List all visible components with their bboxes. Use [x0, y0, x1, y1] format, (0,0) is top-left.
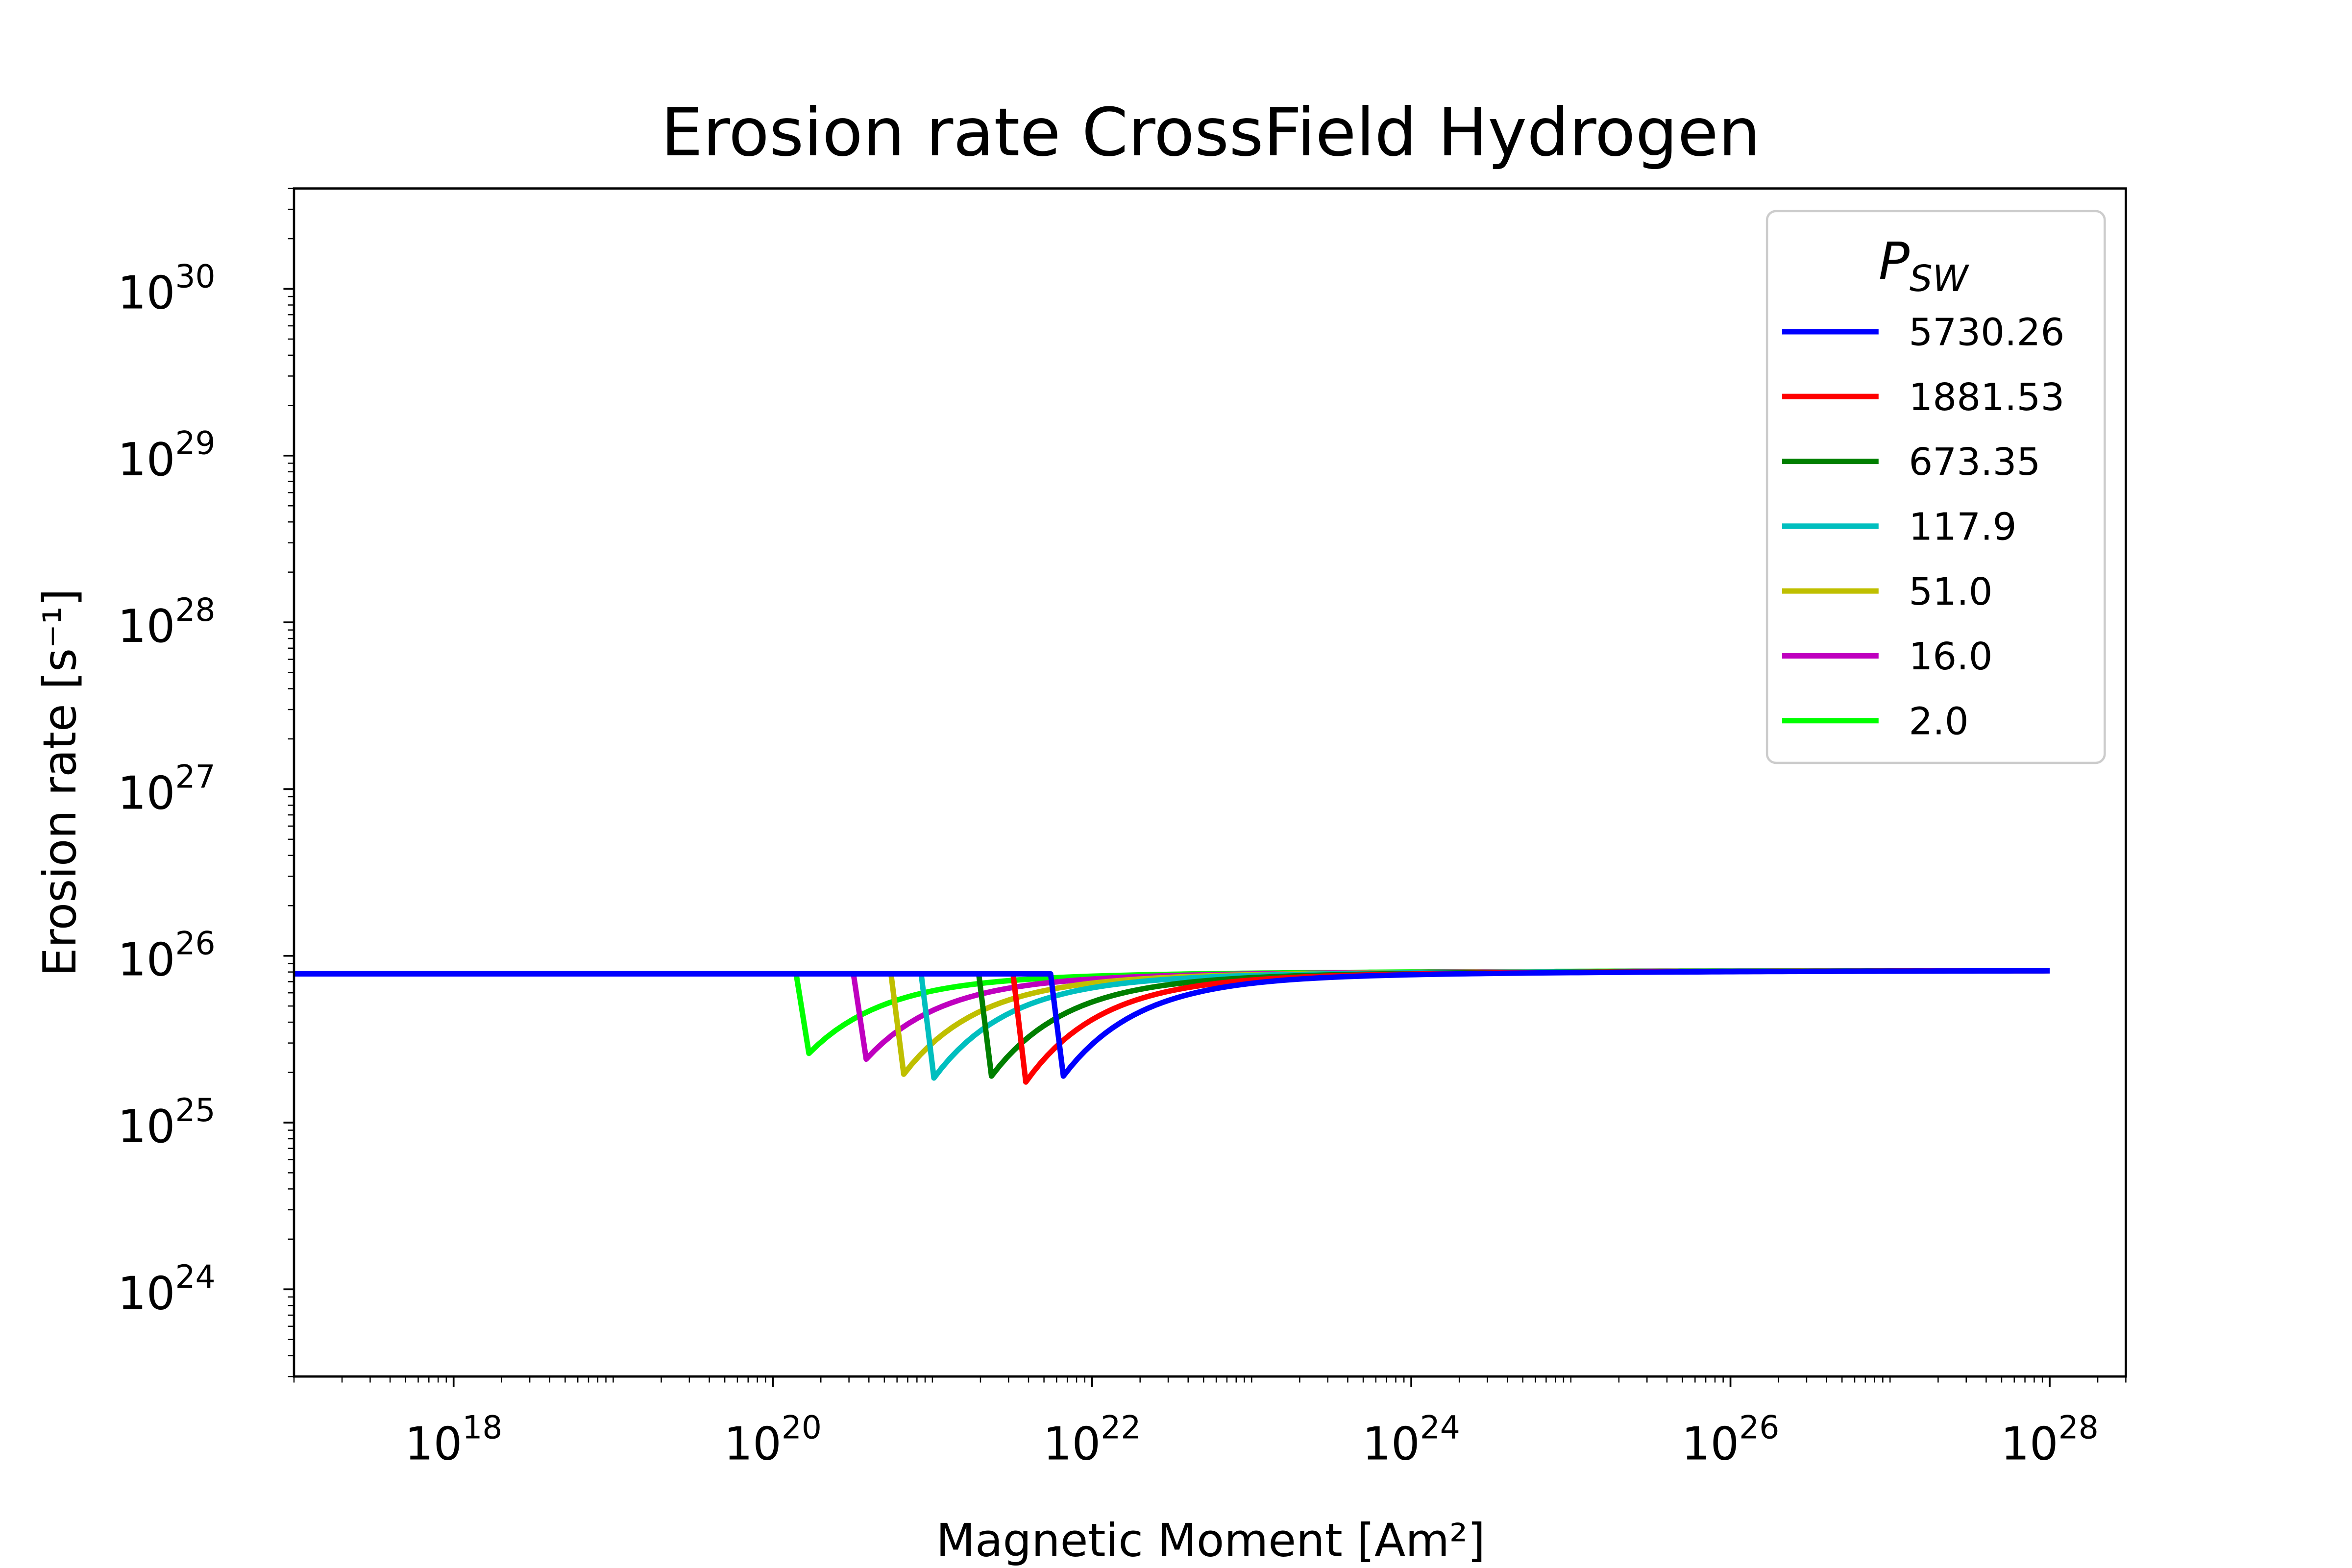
x-tick-label: 1020 — [724, 1409, 822, 1470]
series-line — [294, 968, 2050, 1079]
x-tick-label-base: 10 — [2001, 1417, 2058, 1470]
y-tick-label: 1028 — [118, 592, 216, 653]
x-tick-label: 1022 — [1043, 1409, 1141, 1470]
y-tick-label-exponent: 28 — [175, 592, 215, 629]
x-tick-label-exponent: 22 — [1101, 1409, 1141, 1446]
x-tick-label: 1024 — [1362, 1409, 1460, 1470]
y-tick-label-base: 10 — [118, 1267, 175, 1320]
x-tick-label: 1028 — [2001, 1409, 2099, 1470]
y-tick-label: 1026 — [118, 926, 216, 986]
x-tick-label: 1026 — [1682, 1409, 1780, 1470]
series-layer — [294, 968, 2050, 1085]
x-tick-label-base: 10 — [1043, 1417, 1101, 1470]
y-tick-label-base: 10 — [118, 433, 175, 486]
y-tick-label-base: 10 — [118, 933, 175, 986]
chart-title: Erosion rate CrossField Hydrogen — [661, 94, 1761, 171]
legend-label: 673.35 — [1909, 441, 2040, 484]
y-tick-label-base: 10 — [118, 600, 175, 653]
legend-label: 1881.53 — [1909, 376, 2064, 419]
y-tick-label-exponent: 27 — [175, 759, 215, 795]
legend: PSW 5730.26 1881.53 673.35 117.9 51.0 16.0 2.0 — [1765, 210, 2106, 764]
y-tick-label: 1024 — [118, 1259, 216, 1320]
y-tick-label: 1030 — [118, 258, 216, 319]
x-tick-label-base: 10 — [405, 1417, 462, 1470]
legend-title-main: P — [1879, 231, 1910, 291]
legend-label: 117.9 — [1909, 506, 2016, 549]
y-tick-label-exponent: 26 — [175, 926, 215, 962]
x-tick-label-base: 10 — [1362, 1417, 1420, 1470]
legend-items: 5730.26 1881.53 673.35 117.9 51.0 16.0 2.0 — [1782, 311, 2064, 743]
x-tick-label-exponent: 28 — [2058, 1409, 2099, 1446]
y-tick-label: 1025 — [118, 1092, 216, 1153]
x-axis: 1018 1020 1022 1024 1026 1028 — [293, 1376, 2127, 1470]
legend-label: 5730.26 — [1909, 311, 2064, 355]
y-tick-label-exponent: 30 — [175, 258, 215, 295]
x-tick-label-base: 10 — [724, 1417, 781, 1470]
y-axis-label: Erosion rate [s⁻¹] — [33, 588, 86, 976]
y-tick-label-base: 10 — [118, 766, 175, 819]
legend-label: 51.0 — [1909, 570, 1992, 614]
y-tick-label-exponent: 29 — [175, 425, 215, 462]
y-tick-label-base: 10 — [118, 266, 175, 319]
y-tick-label-base: 10 — [118, 1100, 175, 1153]
y-tick-label: 1029 — [118, 425, 216, 486]
x-tick-label-base: 10 — [1682, 1417, 1739, 1470]
legend-title: PSW — [1879, 231, 1970, 300]
x-axis-label: Magnetic Moment [Am²] — [936, 1514, 1485, 1567]
legend-label: 2.0 — [1909, 700, 1968, 743]
legend-label: 16.0 — [1909, 635, 1992, 679]
legend-title-sub: SW — [1910, 258, 1970, 300]
x-tick-label-exponent: 18 — [462, 1409, 502, 1446]
y-tick-label-exponent: 24 — [175, 1259, 215, 1296]
y-tick-label-exponent: 25 — [175, 1092, 215, 1129]
chart-scaled-group: Erosion rate CrossField Hydrogen 1018 102… — [33, 94, 2127, 1567]
legend-box — [1765, 210, 2106, 764]
x-tick-label-exponent: 24 — [1420, 1409, 1460, 1446]
x-tick-label-exponent: 26 — [1739, 1409, 1779, 1446]
plot-frame — [293, 187, 2127, 1378]
x-tick-label-exponent: 20 — [782, 1409, 822, 1446]
y-tick-label: 1027 — [118, 759, 216, 819]
x-tick-label: 1018 — [405, 1409, 503, 1470]
